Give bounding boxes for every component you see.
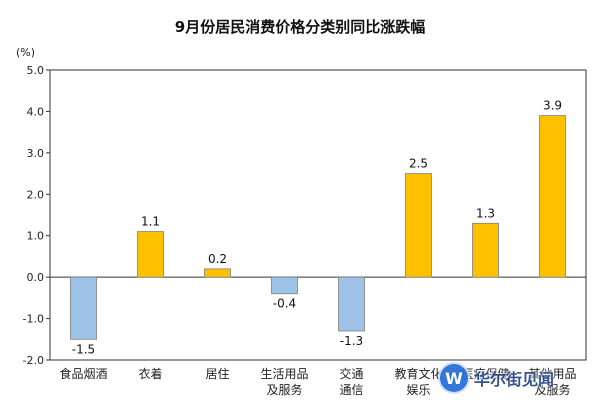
- bar-value-label: -0.4: [273, 297, 296, 311]
- bar: [271, 276, 298, 295]
- y-tick-label: 3.0: [27, 147, 45, 160]
- y-tick-label: 4.0: [27, 105, 45, 118]
- plot-frame: [49, 69, 587, 361]
- bar-value-label: 0.2: [208, 252, 227, 266]
- watermark-text: 华尔街见闻: [474, 370, 555, 389]
- bar-value-label: -1.5: [72, 342, 95, 356]
- bar-value-label: 1.1: [141, 215, 160, 229]
- bar-value-label: 1.3: [476, 206, 495, 220]
- bar-value-label: 3.9: [543, 99, 562, 113]
- bar: [472, 222, 499, 278]
- watermark-logo-icon: W: [440, 364, 468, 392]
- y-tick-label: -1.0: [23, 313, 44, 326]
- bar-value-label: -1.3: [340, 334, 363, 348]
- x-category-label: 教育文化: [394, 366, 442, 381]
- bar: [137, 231, 164, 278]
- bar: [70, 276, 97, 340]
- chart-title: 9月份居民消费价格分类别同比涨跌幅: [174, 18, 426, 36]
- x-category-label: 衣着: [138, 366, 162, 381]
- x-category-label: 生活用品: [260, 367, 308, 381]
- x-category-label: 及服务: [534, 382, 570, 397]
- bar: [539, 115, 566, 278]
- watermark: W 华尔街见闻: [440, 360, 590, 396]
- y-tick-label: 2.0: [27, 188, 45, 201]
- x-category-label: 通信: [339, 383, 363, 397]
- bar: [405, 173, 432, 278]
- bar: [338, 276, 365, 332]
- y-tick-label: 0.0: [27, 271, 45, 284]
- y-tick-label: 1.0: [27, 230, 45, 243]
- x-category-label: 娱乐: [406, 383, 430, 397]
- x-category-label: 及服务: [266, 382, 302, 397]
- x-category-label: 食品烟酒: [59, 366, 107, 381]
- x-category-label: 医疗保健: [461, 367, 509, 381]
- x-category-label: 居住: [205, 367, 229, 381]
- x-category-label: 其他用品: [528, 367, 576, 381]
- y-tick-label: -2.0: [23, 354, 44, 367]
- bar-value-label: 2.5: [409, 157, 428, 171]
- y-tick-label: 5.0: [27, 64, 45, 77]
- y-axis-unit-label: (%): [16, 46, 36, 59]
- x-category-label: 交通: [339, 366, 363, 381]
- bar: [204, 268, 231, 278]
